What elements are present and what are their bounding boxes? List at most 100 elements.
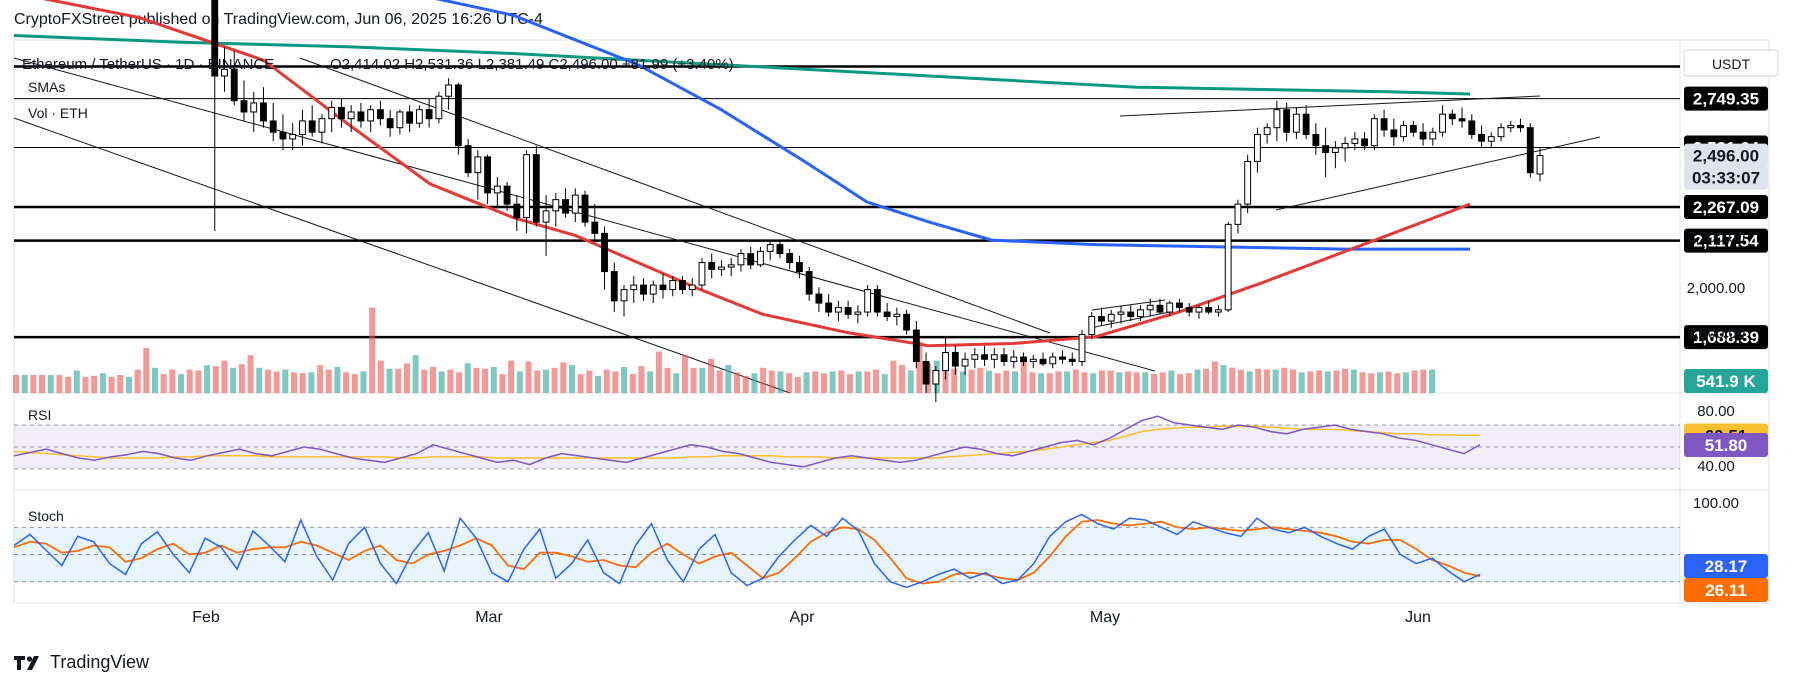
candle (1419, 123, 1427, 146)
price-label-7-bg (1684, 325, 1768, 350)
candle-body (240, 100, 248, 113)
candle (1478, 125, 1485, 148)
candle (1322, 127, 1330, 178)
volume-bar (412, 355, 419, 393)
volume-bar (812, 371, 819, 393)
volume-bar (334, 366, 341, 393)
volume-bar (282, 369, 289, 393)
volume-bar (1194, 369, 1201, 393)
candle-body (328, 106, 336, 120)
candle (990, 348, 998, 369)
candle-body (347, 111, 355, 120)
x-tick-feb: Feb (192, 609, 220, 626)
price-label-5-bg (1684, 195, 1768, 220)
candle-body (620, 289, 628, 302)
candle (883, 303, 891, 322)
candle (961, 352, 969, 376)
volume-bar (212, 366, 219, 393)
candle-body (523, 154, 530, 219)
candle-body (1487, 136, 1495, 142)
legend-stoch[interactable]: Stoch (28, 508, 64, 524)
candle (1127, 305, 1135, 322)
candle (1049, 352, 1057, 369)
stoch-label-0-bg (1684, 554, 1768, 578)
candle (786, 249, 794, 270)
candle (922, 352, 930, 393)
candle-body (1283, 109, 1291, 133)
legend-smas[interactable]: SMAs (28, 79, 65, 95)
volume-bar (1229, 367, 1236, 393)
volume-bar (204, 365, 211, 393)
candle (1107, 309, 1115, 328)
currency-button[interactable] (1683, 49, 1779, 77)
volume-bars (13, 307, 1435, 393)
candle-body (513, 203, 521, 219)
trendline-3 (1119, 95, 1541, 117)
volume-bar (707, 358, 714, 393)
volume-bar (838, 370, 845, 393)
candle (1263, 123, 1271, 144)
volume-bar (1107, 370, 1114, 393)
candle-body (825, 302, 833, 313)
price-label-1-text: 2,749.35 (1693, 90, 1759, 109)
volume-bar (91, 375, 98, 393)
rsi-label-1-bg (1684, 433, 1768, 458)
chart-frame (13, 39, 1770, 604)
candle-body (1244, 160, 1252, 205)
legend-rsi[interactable]: RSI (28, 407, 51, 423)
candle (942, 336, 950, 380)
candle-body (1429, 131, 1437, 140)
price-label-6-text: 2,117.54 (1693, 232, 1759, 251)
candle-body (1029, 358, 1037, 363)
candle (425, 98, 433, 128)
candle-body (981, 354, 988, 360)
candle (1312, 123, 1320, 155)
candle (513, 195, 521, 232)
candle (279, 114, 287, 151)
volume-bar (82, 376, 89, 393)
candle (552, 192, 560, 227)
volume-bar (30, 375, 37, 393)
candles[interactable] (202, 0, 1544, 402)
candle-body (815, 293, 823, 304)
volume-bar (673, 373, 680, 393)
candle-body (922, 361, 930, 385)
volume-bar (586, 370, 593, 393)
candle (240, 80, 248, 121)
volume-bar (1029, 372, 1036, 393)
volume-bar (325, 369, 332, 393)
volume-bar (1316, 370, 1323, 393)
tradingview-brand[interactable]: TradingView (14, 652, 149, 673)
volume-bar (1038, 373, 1045, 393)
candle (1068, 352, 1076, 367)
volume-bar (568, 365, 575, 393)
candle-body (951, 352, 959, 367)
volume-bar (73, 370, 80, 393)
candle-body (1409, 124, 1417, 133)
rsi-line (13, 415, 1481, 468)
candle (532, 145, 540, 227)
price-label-3-bg (1684, 143, 1768, 168)
stoch-label-1: 26.11 (1684, 578, 1768, 602)
brand-text: TradingView (50, 652, 150, 672)
candle (1088, 312, 1096, 340)
volume-bar (1255, 368, 1262, 393)
candle-body (484, 156, 492, 194)
candle-body (903, 313, 911, 331)
candle-body (961, 358, 969, 367)
candle-body (864, 289, 872, 313)
candle-body (727, 264, 735, 268)
volume-bar (230, 367, 237, 393)
volume-bar (977, 367, 984, 393)
candle (328, 100, 336, 133)
legend-volume[interactable]: Vol · ETH (28, 105, 88, 121)
candle-body (1341, 142, 1349, 149)
candle (581, 190, 589, 227)
candle-body (1292, 113, 1300, 133)
candle (873, 285, 881, 317)
volume-bar (429, 366, 436, 393)
volume-bar (829, 371, 836, 393)
volume-bar (560, 362, 567, 393)
candle (1458, 107, 1466, 128)
